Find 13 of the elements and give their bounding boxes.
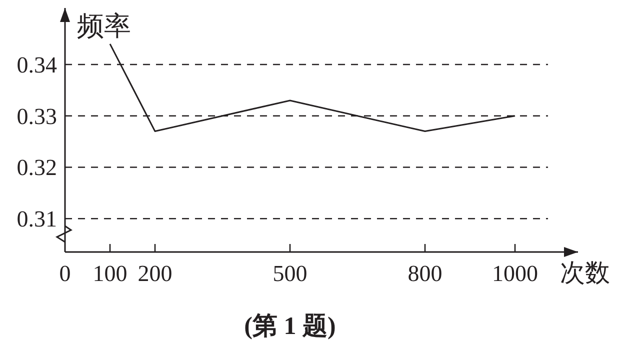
y-tick-label: 0.34 bbox=[16, 52, 58, 78]
x-tick-label: 0 bbox=[59, 261, 71, 286]
y-tick-label: 0.32 bbox=[16, 155, 57, 180]
y-tick-label: 0.31 bbox=[16, 206, 57, 232]
y-axis-title: 频率 bbox=[77, 11, 131, 41]
text: (第 1 题) bbox=[244, 313, 336, 340]
x-tick-label: 1000 bbox=[492, 261, 538, 286]
x-tick-label: 100 bbox=[92, 261, 128, 286]
x-tick-label: 500 bbox=[272, 261, 308, 286]
x-tick-label: 800 bbox=[408, 261, 442, 286]
x-axis-title: 次数 bbox=[560, 260, 610, 287]
x-tick-label: 200 bbox=[138, 261, 172, 286]
y-tick-label: 0.33 bbox=[16, 104, 57, 129]
